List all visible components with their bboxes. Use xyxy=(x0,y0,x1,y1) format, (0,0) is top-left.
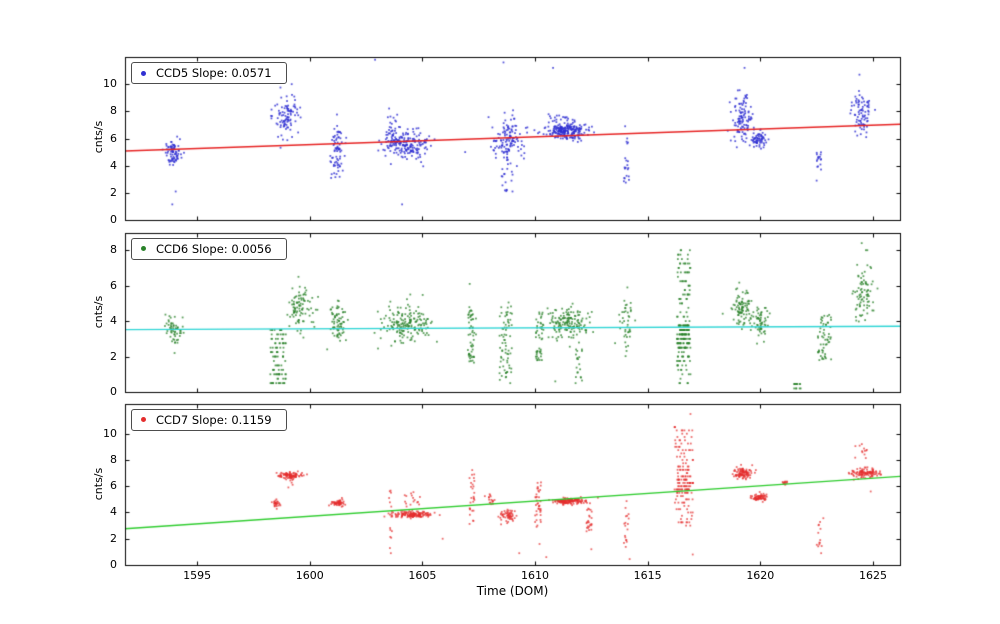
y-tick-label: 2 xyxy=(110,185,117,199)
x-tick-label: 1620 xyxy=(746,569,775,582)
x-tick-label: 1600 xyxy=(295,569,324,582)
y-tick-label: 0 xyxy=(110,385,117,398)
y-tick-label: 0 xyxy=(110,213,117,226)
y-tick-label: 0 xyxy=(110,558,117,571)
y-tick-label: 8 xyxy=(110,104,117,118)
ccd7-legend-label: CCD7 Slope: 0.1159 xyxy=(156,412,272,427)
y-tick-label: 6 xyxy=(110,131,117,145)
x-axis-label: Time (DOM) xyxy=(476,584,549,598)
y-tick-label: 8 xyxy=(110,452,117,466)
x-tick-label: 1615 xyxy=(633,569,662,582)
ccd5-legend: CCD5 Slope: 0.0571 xyxy=(131,62,287,84)
y-tick-label: 2 xyxy=(110,349,117,363)
y-tick-label: 4 xyxy=(110,158,117,172)
ccd6-legend-label: CCD6 Slope: 0.0056 xyxy=(156,241,272,256)
y-tick-label: 6 xyxy=(110,479,117,493)
ccd6-legend: CCD6 Slope: 0.0056 xyxy=(131,237,287,260)
x-tick-label: 1610 xyxy=(521,569,550,582)
y-tick-label: 10 xyxy=(103,426,117,440)
ccd6-marker-icon xyxy=(141,246,146,251)
x-tick-label: 1625 xyxy=(858,569,887,582)
ccd7-marker-icon xyxy=(141,417,146,422)
y-tick-label: 4 xyxy=(110,505,117,519)
ccd5-legend-label: CCD5 Slope: 0.0571 xyxy=(156,66,272,80)
x-tick-label: 1605 xyxy=(408,569,437,582)
y-tick-label: 10 xyxy=(103,77,117,91)
ccd7-legend: CCD7 Slope: 0.1159 xyxy=(131,408,287,431)
y-tick-label: 4 xyxy=(110,314,117,328)
y-tick-label: 8 xyxy=(110,243,117,257)
x-tick-label: 1595 xyxy=(183,569,212,582)
y-tick-label: 6 xyxy=(110,278,117,292)
y-tick-label: 2 xyxy=(110,531,117,545)
ccd5-marker-icon xyxy=(141,70,146,76)
